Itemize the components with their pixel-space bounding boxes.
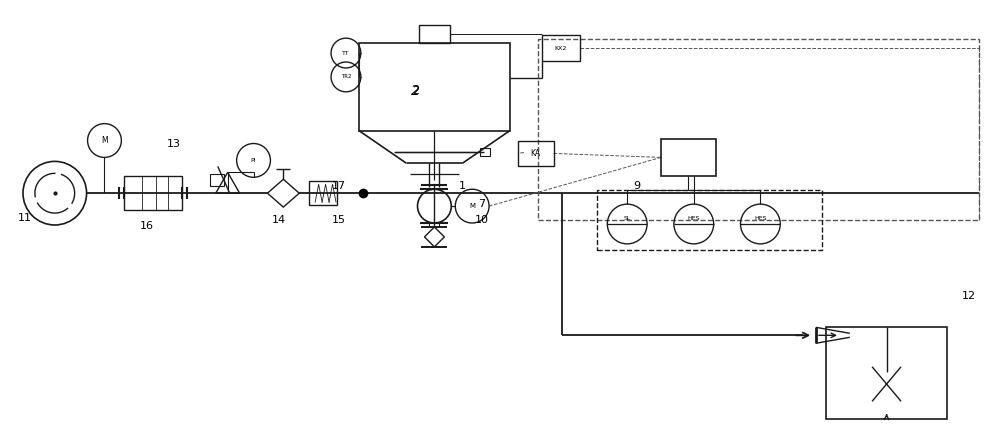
Text: KA: KA [531, 149, 541, 158]
Bar [661, 138, 716, 177]
Bar [480, 148, 490, 156]
Text: 1: 1 [459, 181, 466, 191]
Text: M: M [469, 203, 475, 209]
Text: SL: SL [624, 215, 631, 220]
Text: TT: TT [342, 51, 350, 56]
Bar [826, 327, 947, 419]
Text: KX2: KX2 [554, 46, 567, 51]
Text: M: M [101, 136, 108, 145]
Text: 10: 10 [475, 215, 489, 225]
Text: HES: HES [688, 215, 700, 220]
Bar [309, 181, 337, 205]
Polygon shape [267, 179, 299, 207]
Text: 15: 15 [332, 215, 346, 225]
Text: 16: 16 [140, 221, 154, 231]
Text: 7: 7 [479, 199, 486, 209]
Text: 2: 2 [412, 86, 419, 96]
Text: 12: 12 [962, 291, 976, 301]
Text: 9: 9 [634, 181, 641, 191]
Text: 14: 14 [272, 215, 286, 225]
Bar [518, 141, 554, 166]
Text: TR2: TR2 [341, 74, 351, 79]
Text: 17: 17 [332, 181, 346, 191]
Text: PI: PI [251, 158, 256, 163]
Bar [542, 35, 580, 61]
Text: 11: 11 [18, 213, 32, 223]
Bar [419, 25, 450, 43]
Text: 13: 13 [167, 138, 181, 148]
Bar [210, 174, 224, 186]
Text: 2: 2 [411, 84, 420, 98]
Text: HES: HES [754, 215, 767, 220]
Polygon shape [424, 227, 444, 247]
Bar [124, 177, 182, 210]
Bar [359, 43, 510, 130]
